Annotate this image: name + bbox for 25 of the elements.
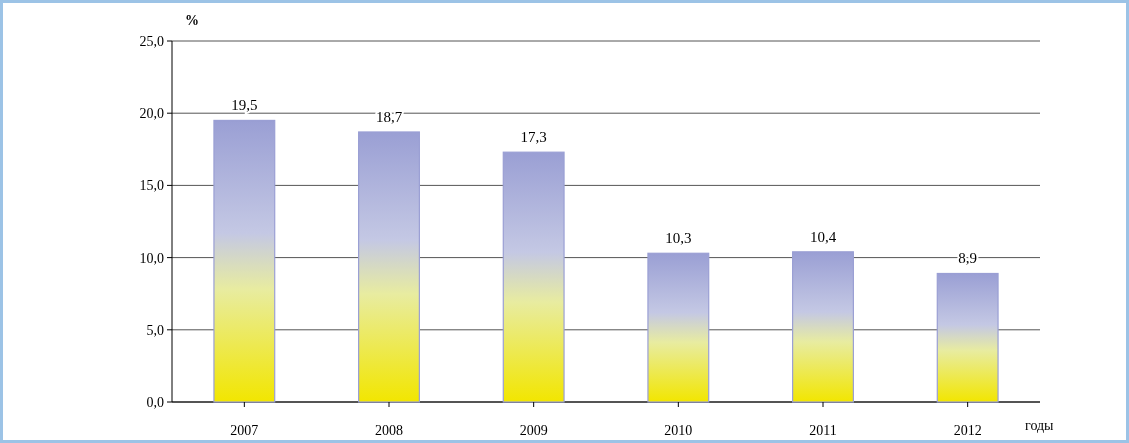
y-tick-label: 25,0 bbox=[139, 34, 164, 49]
y-axis-title: % bbox=[185, 13, 199, 28]
data-label: 19,5 bbox=[231, 97, 258, 114]
bar bbox=[792, 251, 854, 403]
y-tick-label: 20,0 bbox=[139, 106, 164, 122]
bar bbox=[358, 131, 420, 403]
x-tick-label: 2010 bbox=[664, 423, 693, 438]
x-tick-label: 2012 bbox=[953, 423, 982, 438]
bar bbox=[213, 119, 276, 403]
x-tick-label: 2007 bbox=[230, 423, 259, 438]
y-tick-label: 5,0 bbox=[146, 322, 164, 338]
x-tick-label: 2008 bbox=[375, 423, 403, 438]
y-tick-label: 0,0 bbox=[146, 395, 164, 410]
x-tick-label: 2009 bbox=[519, 423, 548, 438]
data-label: 17,3 bbox=[520, 129, 547, 146]
bar bbox=[647, 252, 710, 403]
y-tick-label: 10,0 bbox=[139, 250, 164, 266]
bar bbox=[502, 151, 565, 403]
data-label: 10,4 bbox=[809, 228, 837, 245]
x-tick-label: 2011 bbox=[809, 423, 837, 438]
x-axis-title: годы bbox=[1025, 418, 1055, 433]
data-label: 10,3 bbox=[665, 230, 692, 247]
y-tick-label: 15,0 bbox=[139, 178, 164, 194]
data-label: 18,7 bbox=[375, 108, 403, 125]
bar bbox=[936, 272, 999, 403]
